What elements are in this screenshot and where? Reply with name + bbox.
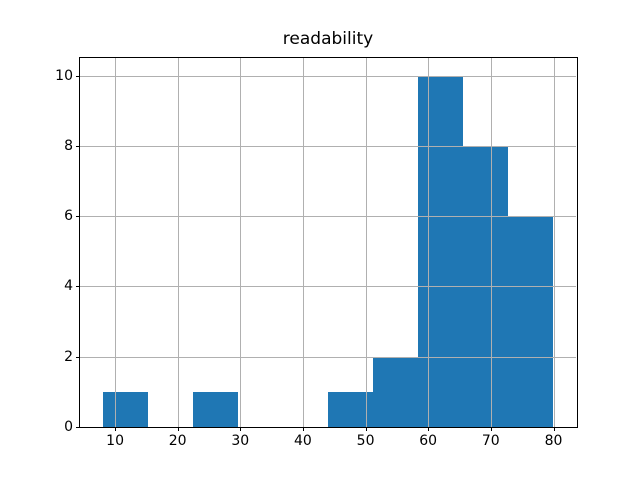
y-tick-mark — [76, 145, 80, 147]
gridline-horizontal — [80, 427, 576, 428]
x-tick-label: 10 — [106, 433, 125, 449]
gridline-horizontal — [80, 286, 576, 288]
histogram-bar — [192, 391, 238, 427]
x-tick-mark — [115, 427, 117, 431]
x-tick-label: 80 — [544, 433, 563, 449]
y-tick-mark — [76, 216, 80, 218]
chart-title: readability — [282, 29, 374, 49]
y-tick-mark — [76, 286, 80, 288]
x-tick-mark — [428, 427, 430, 431]
x-tick-label: 20 — [168, 433, 187, 449]
x-tick-mark — [365, 427, 367, 431]
histogram-bar — [418, 75, 464, 427]
gridline-vertical — [302, 58, 304, 427]
x-tick-mark — [490, 427, 492, 431]
y-tick-mark — [76, 427, 80, 428]
gridline-horizontal — [80, 75, 576, 77]
gridline-vertical — [240, 58, 242, 427]
y-tick-label: 8 — [64, 137, 73, 154]
histogram-bar — [373, 356, 419, 427]
x-tick-mark — [553, 427, 555, 431]
x-tick-label: 60 — [419, 433, 438, 449]
gridline-vertical — [115, 58, 117, 427]
y-tick-mark — [76, 356, 80, 358]
x-tick-mark — [177, 427, 179, 431]
gridline-vertical — [553, 58, 555, 427]
x-tick-label: 40 — [293, 433, 312, 449]
x-tick-label: 30 — [231, 433, 250, 449]
x-tick-mark — [240, 427, 242, 431]
gridline-horizontal — [80, 356, 576, 358]
gridline-horizontal — [80, 216, 576, 218]
gridline-horizontal — [80, 145, 576, 147]
x-tick-label: 50 — [356, 433, 375, 449]
histogram-bar — [508, 216, 554, 427]
plot-area: readability 10 20 30 40 50 60 70 80 0 2 4 6 8 10 — [55, 29, 578, 449]
y-tick-label: 0 — [64, 419, 73, 435]
gridline-vertical — [177, 58, 179, 427]
y-tick-label: 4 — [64, 278, 73, 295]
x-tick-mark — [302, 427, 304, 431]
y-tick-label: 10 — [55, 67, 73, 84]
gridline-vertical — [365, 58, 367, 427]
histogram-bar — [328, 391, 374, 427]
gridline-vertical — [490, 58, 492, 427]
y-tick-mark — [76, 75, 80, 77]
histogram-bar — [102, 391, 148, 427]
x-tick-label: 70 — [481, 433, 500, 449]
y-tick-label: 2 — [64, 348, 73, 365]
gridline-vertical — [428, 58, 430, 427]
y-tick-label: 6 — [64, 208, 73, 225]
